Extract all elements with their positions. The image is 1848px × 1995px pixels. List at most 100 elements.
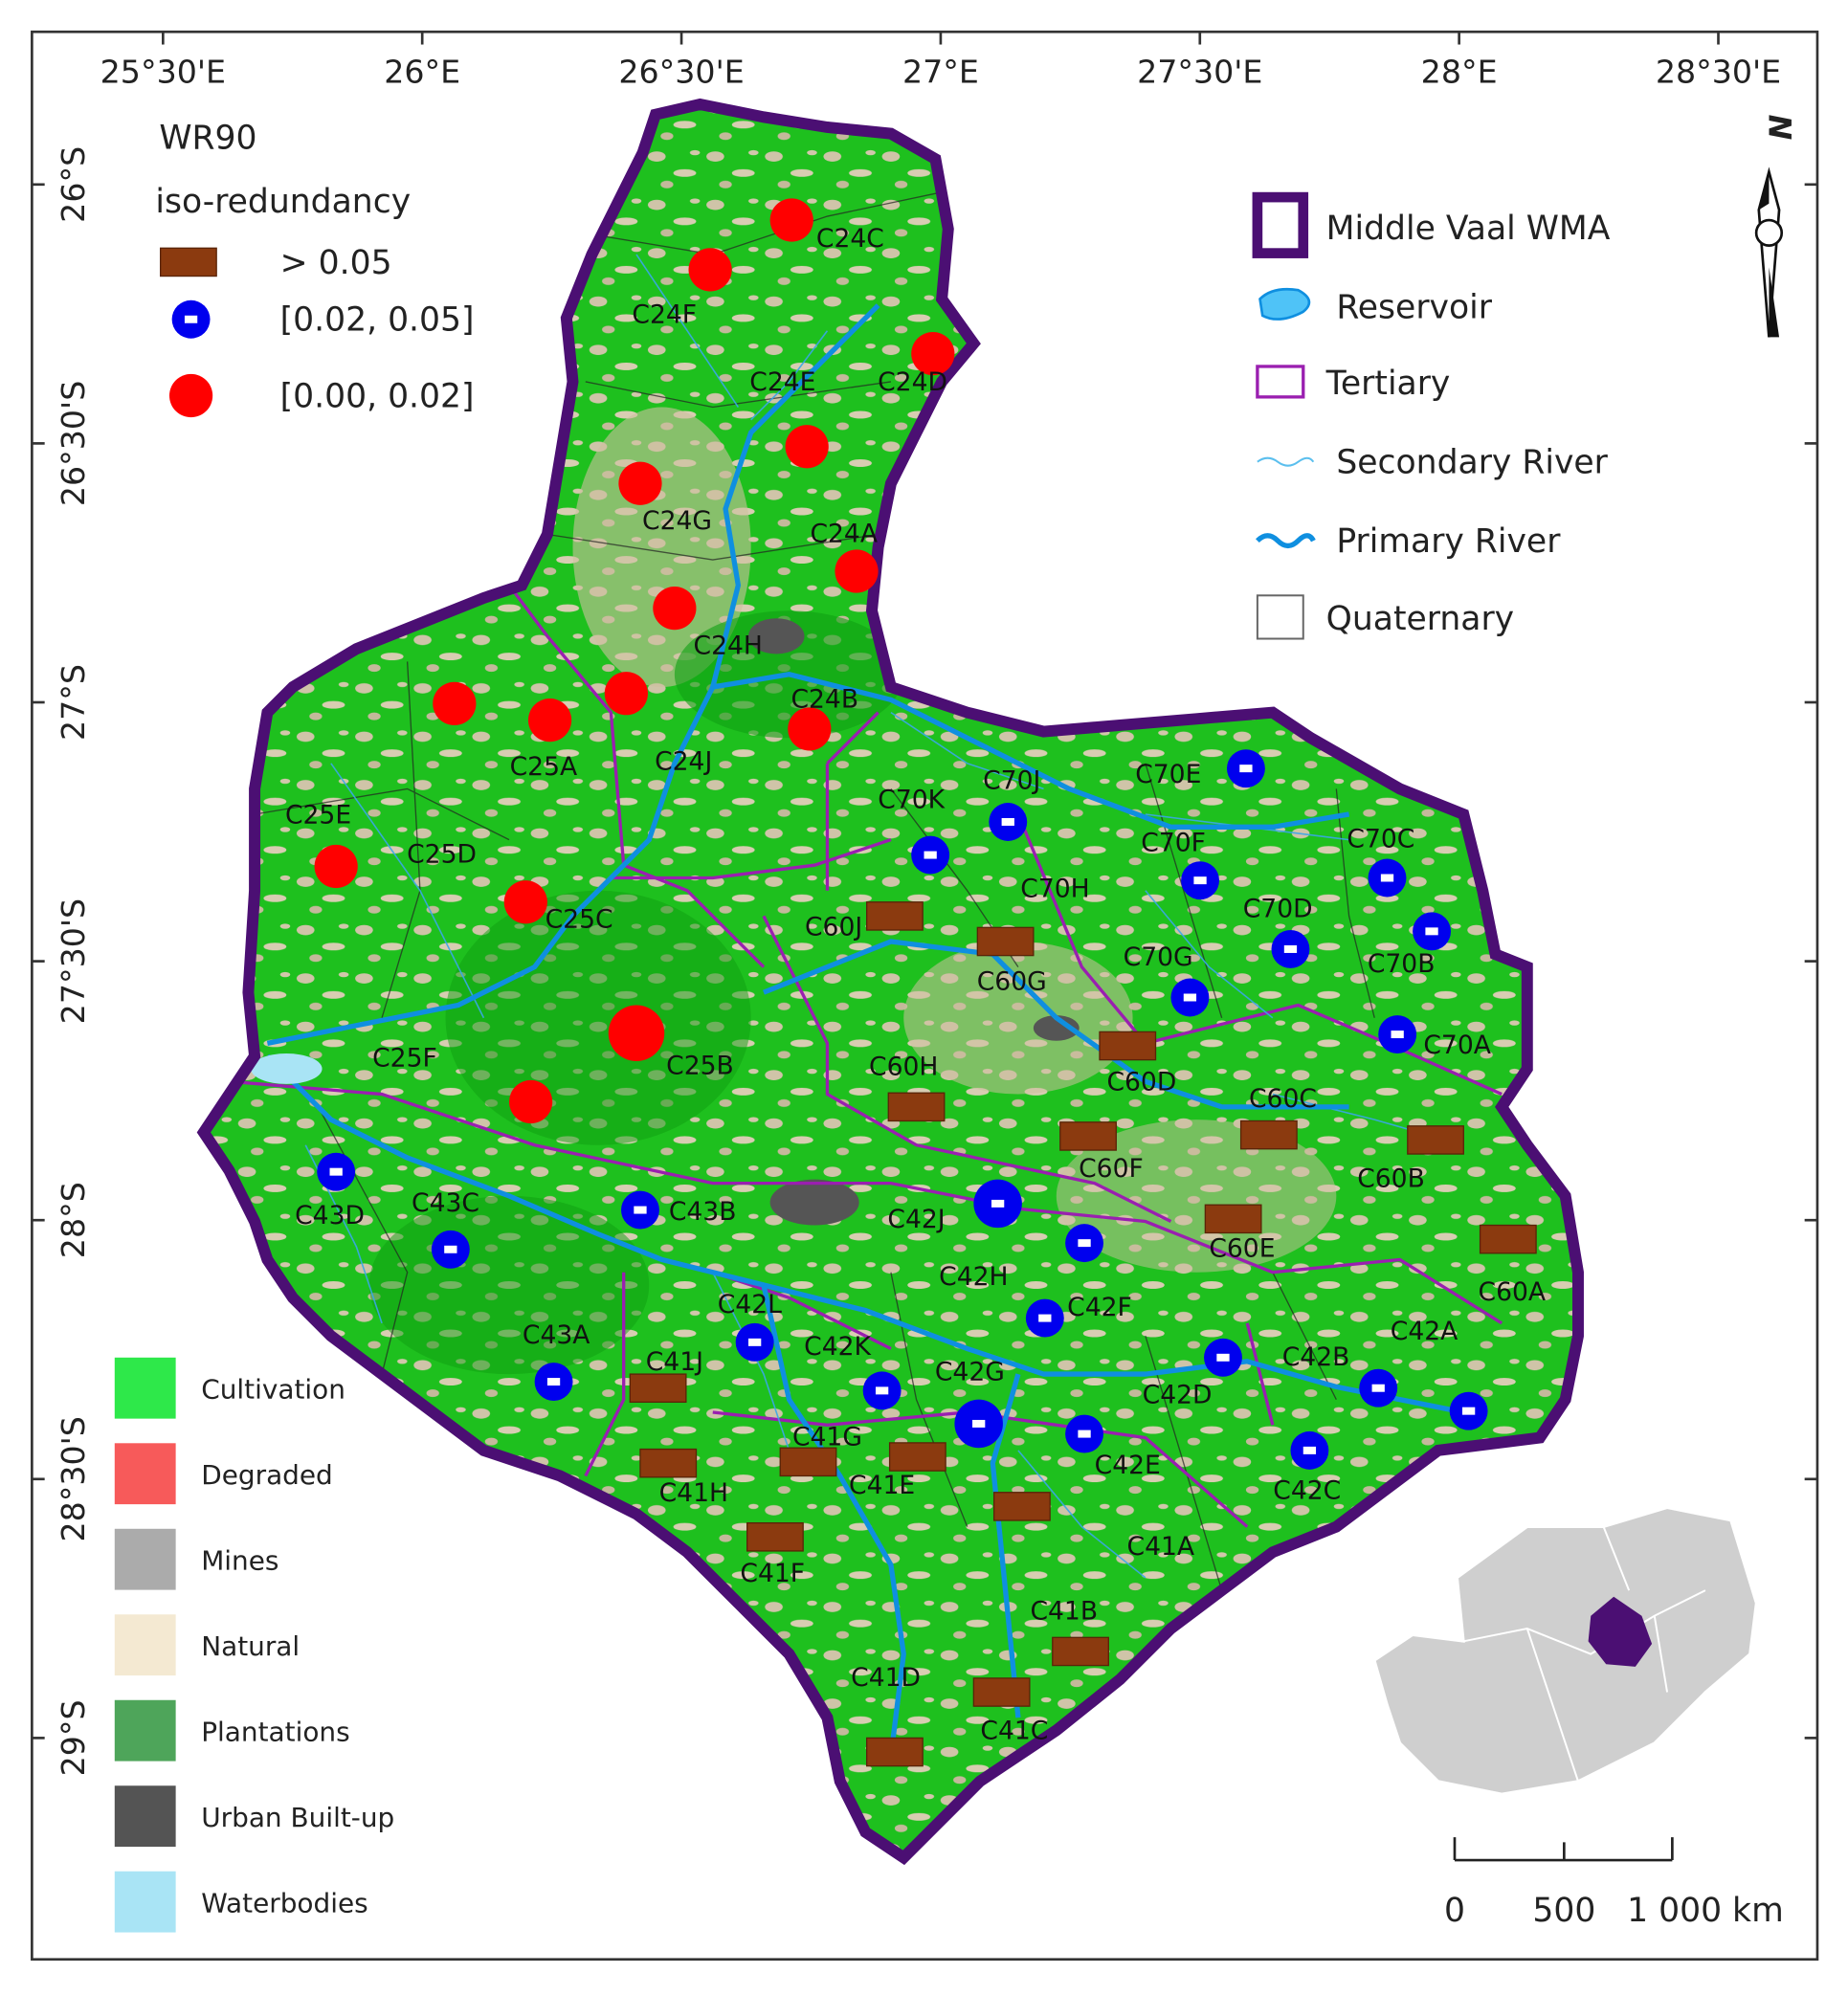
catchment-label: C70B bbox=[1368, 949, 1436, 979]
catchment-label: C24D bbox=[878, 367, 947, 397]
catchment-label: C70C bbox=[1347, 825, 1414, 854]
catchment-label: C42H bbox=[939, 1262, 1008, 1292]
red-symbol bbox=[314, 844, 358, 889]
catchment-label: C60D bbox=[1106, 1068, 1176, 1097]
lat-label: 27°30'S bbox=[55, 898, 92, 1024]
layer-legend bbox=[1252, 191, 1316, 640]
catchment-label: C60C bbox=[1249, 1084, 1317, 1114]
catchment-label: C60E bbox=[1209, 1234, 1275, 1264]
red-symbol bbox=[911, 332, 955, 376]
catchment-label: C24J bbox=[655, 746, 712, 776]
catchment-label: C42J bbox=[887, 1205, 945, 1234]
layer-label: Reservoir bbox=[1336, 288, 1492, 326]
brown-symbol bbox=[160, 247, 217, 277]
lon-label: 26°E bbox=[384, 53, 460, 90]
catchment-label: C25A bbox=[510, 752, 578, 782]
catchment-label: C42E bbox=[1095, 1451, 1161, 1480]
wr90-item: > 0.05 bbox=[280, 244, 392, 282]
catchment-label: C25D bbox=[407, 840, 477, 870]
landcover-label: Degraded bbox=[201, 1459, 333, 1491]
brown-symbol bbox=[639, 1448, 698, 1478]
blue-symbol-core bbox=[924, 851, 937, 859]
catchment-label: C25F bbox=[372, 1043, 437, 1073]
wr90-subtitle: iso-redundancy bbox=[155, 183, 411, 221]
red-symbol bbox=[604, 672, 648, 716]
landcover-swatch bbox=[114, 1785, 176, 1848]
red-symbol bbox=[608, 1005, 665, 1061]
brown-symbol bbox=[972, 1677, 1031, 1707]
north-label: N bbox=[1761, 115, 1797, 141]
brown-symbol bbox=[888, 1442, 946, 1472]
brown-symbol bbox=[1239, 1119, 1298, 1150]
brown-symbol bbox=[976, 926, 1035, 957]
catchment-label: C24G bbox=[642, 506, 712, 536]
north-arrow: N bbox=[1754, 115, 1797, 338]
catchment-label: C41D bbox=[851, 1663, 921, 1693]
catchment-label: C41H bbox=[659, 1478, 728, 1508]
blue-symbol-core bbox=[1001, 818, 1014, 826]
catchment-label: C43A bbox=[523, 1320, 590, 1350]
layer-label: Middle Vaal WMA bbox=[1326, 210, 1611, 248]
lat-label: 27°S bbox=[55, 664, 92, 741]
catchment-label: C25C bbox=[545, 904, 613, 934]
inset-map bbox=[1372, 1506, 1758, 1862]
lat-label: 28°S bbox=[55, 1182, 92, 1258]
catchment-label: C42L bbox=[718, 1290, 782, 1319]
landcover-swatch bbox=[114, 1614, 176, 1676]
red-symbol bbox=[653, 586, 697, 631]
lat-label: 29°S bbox=[55, 1699, 92, 1776]
blue-symbol-core bbox=[1391, 1031, 1404, 1039]
red-symbol bbox=[503, 880, 547, 924]
catchment-label: C25E bbox=[285, 800, 351, 830]
blue-symbol-core bbox=[1216, 1353, 1230, 1362]
catchment-label: C70D bbox=[1243, 895, 1313, 924]
blue-symbol-core bbox=[1283, 944, 1298, 953]
lon-label: 28°30'E bbox=[1656, 53, 1781, 90]
brown-symbol bbox=[1052, 1636, 1109, 1667]
catchment-label: C60H bbox=[869, 1053, 938, 1082]
layer-label: Tertiary bbox=[1325, 365, 1451, 403]
red-symbol bbox=[769, 198, 813, 242]
blue-symbol-core bbox=[1038, 1314, 1052, 1322]
red-symbol bbox=[168, 373, 213, 418]
lat-label: 28°30'S bbox=[55, 1416, 92, 1541]
brown-symbol bbox=[746, 1522, 804, 1552]
red-symbol bbox=[618, 461, 662, 505]
brown-symbol bbox=[1059, 1121, 1117, 1151]
red-symbol bbox=[509, 1079, 553, 1124]
scale-label: 500 bbox=[1532, 1892, 1595, 1930]
lon-label: 27°30'E bbox=[1137, 53, 1262, 90]
landcover-label: Plantations bbox=[201, 1716, 349, 1747]
red-symbol bbox=[785, 425, 829, 469]
lat-label: 26°30'S bbox=[55, 381, 92, 506]
blue-symbol-core bbox=[991, 1199, 1005, 1208]
blue-symbol-core bbox=[972, 1419, 986, 1428]
catchment-label: C70H bbox=[1020, 874, 1089, 903]
red-symbol bbox=[688, 248, 732, 292]
blue-symbol-core bbox=[329, 1167, 343, 1176]
brown-symbol bbox=[1407, 1125, 1464, 1155]
catchment-label: C70K bbox=[878, 785, 945, 814]
lon-label: 28°E bbox=[1421, 53, 1498, 90]
landcover-label: Mines bbox=[201, 1544, 278, 1576]
layer-label: Quaternary bbox=[1326, 600, 1514, 638]
landcover-label: Waterbodies bbox=[201, 1887, 367, 1918]
blue-symbol-core bbox=[1371, 1384, 1385, 1392]
landcover-label: Natural bbox=[201, 1630, 300, 1662]
blue-symbol-core bbox=[1193, 876, 1207, 885]
catchment-label: C24H bbox=[694, 631, 763, 660]
red-symbol bbox=[835, 549, 879, 593]
catchment-label: C41B bbox=[1030, 1597, 1098, 1627]
catchment-label: C41G bbox=[792, 1423, 862, 1452]
catchment-label: C43D bbox=[295, 1201, 365, 1230]
catchment-label: C42A bbox=[1391, 1317, 1458, 1346]
wr90-item: [0.00, 0.02] bbox=[280, 378, 475, 416]
catchment-label: C42K bbox=[804, 1332, 871, 1362]
catchment-label: C41F bbox=[740, 1559, 805, 1588]
catchment-label: C43C bbox=[412, 1188, 479, 1218]
catchment-label: C42G bbox=[935, 1358, 1005, 1387]
catchment-label: C42C bbox=[1273, 1475, 1341, 1505]
catchment-label: C41C bbox=[980, 1717, 1048, 1746]
